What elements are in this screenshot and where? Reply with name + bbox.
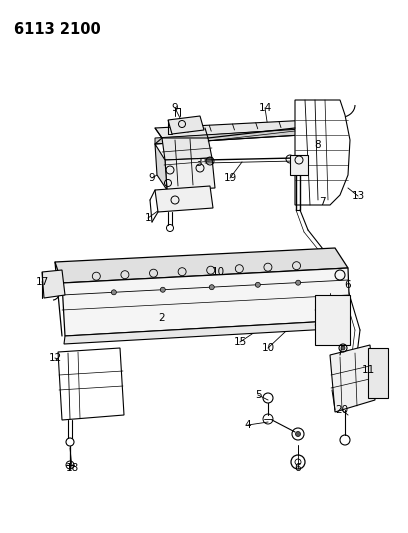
Text: 9: 9 xyxy=(172,103,178,113)
Text: 18: 18 xyxy=(65,463,79,473)
Text: 1: 1 xyxy=(145,213,151,223)
Polygon shape xyxy=(155,128,318,144)
Text: 20: 20 xyxy=(335,405,348,415)
Circle shape xyxy=(296,280,301,285)
Polygon shape xyxy=(62,268,350,336)
Polygon shape xyxy=(58,348,124,420)
Polygon shape xyxy=(55,248,348,283)
Polygon shape xyxy=(165,158,215,190)
Polygon shape xyxy=(155,186,213,212)
Circle shape xyxy=(341,346,345,350)
Text: 3: 3 xyxy=(195,158,201,168)
Circle shape xyxy=(160,287,165,292)
Text: 15: 15 xyxy=(233,337,246,347)
Polygon shape xyxy=(42,270,65,298)
Bar xyxy=(368,348,388,398)
Text: 7: 7 xyxy=(319,197,325,207)
Polygon shape xyxy=(330,345,375,412)
Bar xyxy=(315,295,350,345)
Polygon shape xyxy=(295,100,350,205)
Text: 13: 13 xyxy=(351,191,365,201)
Polygon shape xyxy=(64,320,350,344)
Polygon shape xyxy=(155,144,167,190)
Polygon shape xyxy=(168,116,204,134)
Text: 6: 6 xyxy=(295,463,302,473)
Text: 17: 17 xyxy=(35,277,49,287)
Text: 11: 11 xyxy=(361,365,375,375)
Circle shape xyxy=(255,282,260,287)
Text: 9: 9 xyxy=(149,173,155,183)
Text: 10: 10 xyxy=(211,267,224,277)
Bar xyxy=(290,155,308,175)
Circle shape xyxy=(209,285,214,290)
Text: 4: 4 xyxy=(245,420,251,430)
Circle shape xyxy=(295,432,301,437)
Circle shape xyxy=(111,290,116,295)
Text: 19: 19 xyxy=(223,173,237,183)
Text: 2: 2 xyxy=(159,313,165,323)
Polygon shape xyxy=(155,120,318,138)
Text: 5: 5 xyxy=(255,390,261,400)
Text: 6113 2100: 6113 2100 xyxy=(14,22,101,37)
Text: 14: 14 xyxy=(258,103,272,113)
Text: 12: 12 xyxy=(49,353,62,363)
Text: 10: 10 xyxy=(262,343,275,353)
Text: 8: 8 xyxy=(315,140,322,150)
Polygon shape xyxy=(162,138,212,160)
Text: 6: 6 xyxy=(345,280,351,290)
